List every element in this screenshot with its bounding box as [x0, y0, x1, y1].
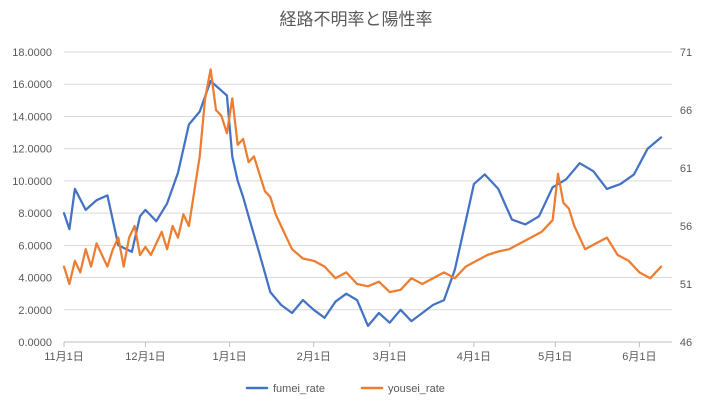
legend-label: yousei_rate — [388, 383, 445, 395]
x-tick-label: 6月1日 — [622, 351, 656, 363]
legend-label: fumei_rate — [273, 383, 325, 395]
right-y-tick-label: 51 — [680, 279, 692, 291]
series-line-yousei-rate — [62, 68, 663, 294]
series-lines — [62, 68, 663, 328]
x-tick-label: 4月1日 — [457, 351, 491, 363]
left-y-tick-label: 4.0000 — [18, 273, 52, 285]
left-y-tick-label: 8.0000 — [18, 208, 52, 220]
left-y-tick-label: 10.0000 — [12, 176, 52, 188]
right-y-axis: 46 51 56 61 66 71 — [680, 47, 692, 349]
gridlines — [64, 51, 672, 343]
right-y-tick-label: 61 — [680, 163, 692, 175]
right-y-tick-label: 71 — [680, 47, 692, 59]
left-y-tick-label: 18.0000 — [12, 47, 52, 59]
left-y-tick-label: 6.0000 — [18, 240, 52, 252]
x-axis: 11月1日 12月1日 1月1日 2月1日 3月1日 4月1日 5月1日 6月1日 — [44, 342, 657, 363]
x-tick-label: 5月1日 — [538, 351, 572, 363]
left-y-tick-label: 0.0000 — [18, 337, 52, 349]
left-y-tick-label: 12.0000 — [12, 144, 52, 156]
left-y-tick-label: 14.0000 — [12, 111, 52, 123]
left-y-tick-label: 2.0000 — [18, 305, 52, 317]
series-line-fumei-rate — [62, 79, 663, 328]
x-tick-label: 12月1日 — [125, 351, 165, 363]
x-tick-label: 2月1日 — [297, 351, 331, 363]
x-tick-label: 1月1日 — [212, 351, 246, 363]
x-tick-label: 11月1日 — [44, 351, 84, 363]
x-tick-label: 3月1日 — [373, 351, 407, 363]
chart-title: 経路不明率と陽性率 — [280, 10, 433, 30]
left-y-tick-label: 16.0000 — [12, 79, 52, 91]
legend-item-fumei-rate[interactable]: fumei_rate — [245, 383, 325, 395]
legend-item-yousei-rate[interactable]: yousei_rate — [360, 383, 445, 395]
right-y-tick-label: 46 — [680, 337, 692, 349]
right-y-tick-label: 66 — [680, 105, 692, 117]
left-y-axis: 0.0000 2.0000 4.0000 6.0000 8.0000 10.0000 12.… — [12, 47, 52, 349]
right-y-tick-label: 56 — [680, 221, 692, 233]
legend[interactable]: fumei_rate yousei_rate — [245, 383, 445, 395]
